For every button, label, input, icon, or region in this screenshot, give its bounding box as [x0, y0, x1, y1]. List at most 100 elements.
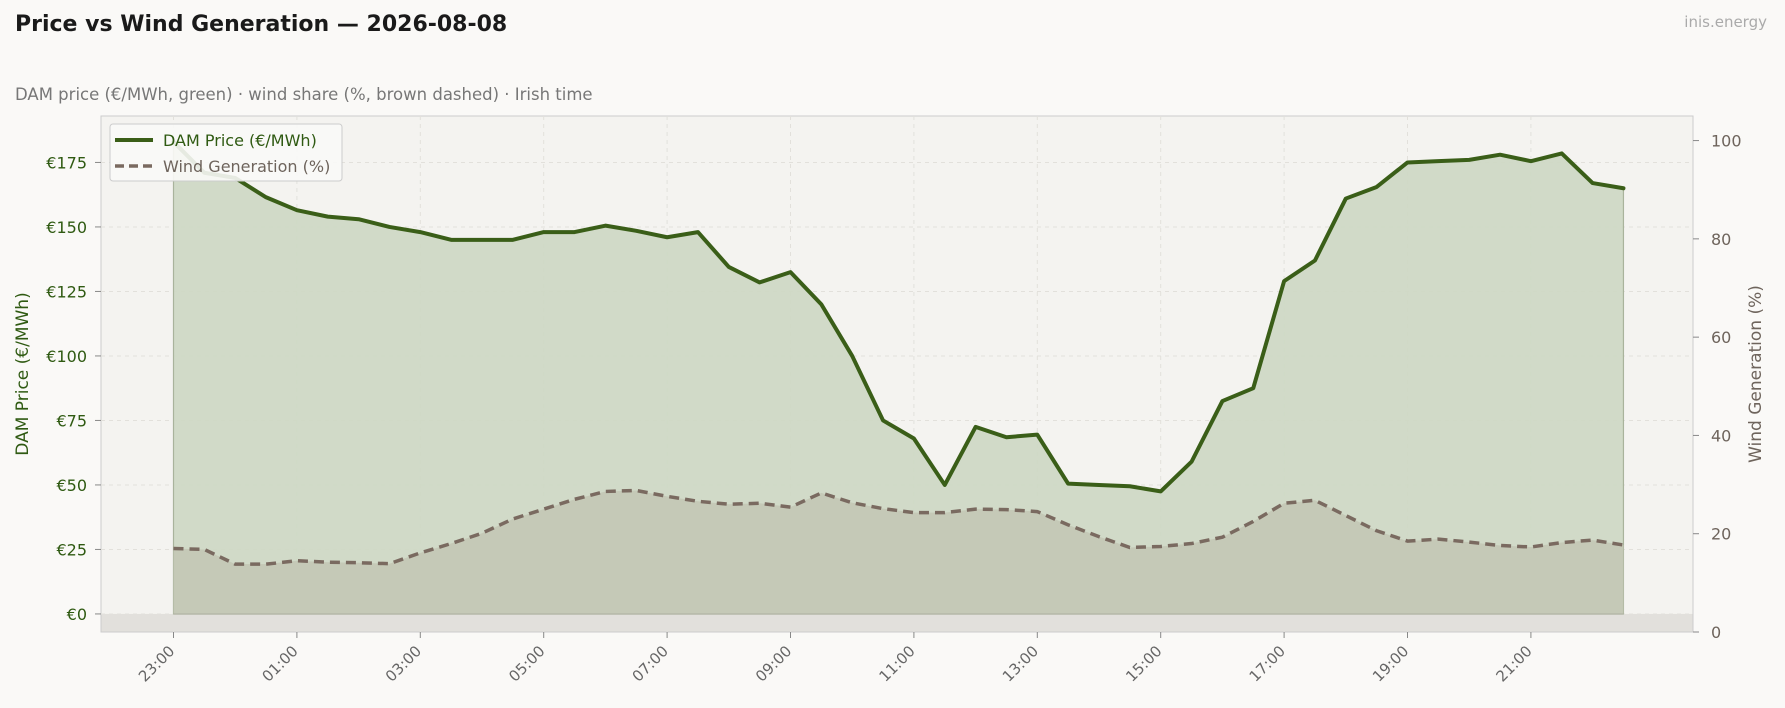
- y-right-tick-label-0: 0: [1711, 623, 1721, 642]
- wind-point-8: [419, 551, 422, 554]
- price-point-28: [1036, 433, 1039, 436]
- y-left-tick-label-2: €50: [56, 476, 87, 495]
- price-point-19: [758, 281, 761, 284]
- wind-point-4: [295, 559, 298, 562]
- price-point-20: [789, 271, 792, 274]
- price-point-38: [1344, 197, 1347, 200]
- wind-point-10: [481, 532, 484, 535]
- price-point-46: [1591, 182, 1594, 185]
- price-line: [171, 139, 1626, 494]
- legend-box: [109, 123, 343, 182]
- wind-line: [173, 488, 1624, 566]
- series-lines: [171, 139, 1626, 566]
- price-point-32: [1159, 490, 1162, 493]
- price-point-27: [1005, 436, 1008, 439]
- below-zero-band: [101, 613, 1693, 632]
- wind-point-21: [820, 491, 823, 494]
- price-point-41: [1437, 160, 1440, 163]
- wind-point-23: [882, 507, 885, 510]
- price-point-12: [542, 231, 545, 234]
- wind-point-16: [666, 495, 669, 498]
- y-right-tick-label-3: 60: [1711, 328, 1731, 347]
- price-point-4: [295, 209, 298, 212]
- y-left-tick-label-6: €150: [46, 218, 87, 237]
- y-left-tick-label-4: €100: [46, 347, 87, 366]
- wind-point-34: [1221, 536, 1224, 539]
- price-point-47: [1622, 187, 1625, 190]
- price-point-15: [635, 229, 638, 232]
- price-point-10: [481, 238, 484, 241]
- price-point-13: [573, 231, 576, 234]
- wind-point-28: [1036, 510, 1039, 513]
- wind-point-30: [1098, 535, 1101, 538]
- price-point-39: [1375, 185, 1378, 188]
- price-point-36: [1283, 280, 1286, 283]
- x-tick-label-8: 15:00: [1122, 642, 1165, 685]
- y-axis-left-label: DAM Price (€/MWh): [13, 292, 33, 455]
- wind-point-44: [1529, 545, 1532, 548]
- price-point-45: [1560, 152, 1563, 155]
- price-point-5: [326, 215, 329, 218]
- x-tick-label-3: 05:00: [505, 642, 548, 685]
- price-point-14: [604, 224, 607, 227]
- wind-point-45: [1560, 541, 1563, 544]
- wind-point-1: [203, 548, 206, 551]
- wind-point-14: [604, 490, 607, 493]
- wind-point-24: [912, 511, 915, 514]
- legend-wind-label: Wind Generation (%): [163, 157, 330, 176]
- x-tick-label-6: 11:00: [875, 642, 918, 685]
- brand-watermark: inis.energy: [1684, 13, 1767, 31]
- wind-point-17: [696, 500, 699, 503]
- legend-price-label: DAM Price (€/MWh): [163, 131, 317, 150]
- wind-point-25: [943, 511, 946, 514]
- y-axis-right-label: Wind Generation (%): [1746, 285, 1766, 463]
- price-point-40: [1406, 161, 1409, 164]
- price-point-26: [974, 425, 977, 428]
- x-tick-label-10: 19:00: [1369, 642, 1412, 685]
- x-tick-label-1: 01:00: [258, 642, 301, 685]
- price-point-35: [1252, 387, 1255, 390]
- price-point-7: [388, 225, 391, 228]
- x-tick-label-11: 21:00: [1492, 642, 1535, 685]
- wind-point-15: [635, 489, 638, 492]
- wind-point-39: [1375, 529, 1378, 532]
- wind-point-19: [758, 502, 761, 505]
- price-point-25: [943, 483, 946, 486]
- price-point-8: [419, 231, 422, 234]
- price-point-44: [1529, 160, 1532, 163]
- price-point-6: [357, 218, 360, 221]
- wind-point-32: [1159, 545, 1162, 548]
- y-left-tick-label-5: €125: [46, 282, 87, 301]
- price-point-16: [666, 236, 669, 239]
- price-point-31: [1128, 485, 1131, 488]
- wind-point-43: [1499, 544, 1502, 547]
- y-left-tick-label-3: €75: [56, 411, 87, 430]
- x-tick-label-7: 13:00: [999, 642, 1042, 685]
- wind-point-38: [1344, 514, 1347, 517]
- wind-point-40: [1406, 540, 1409, 543]
- wind-point-18: [727, 503, 730, 506]
- wind-point-11: [511, 517, 514, 520]
- price-point-23: [882, 419, 885, 422]
- y-right-tick-label-1: 20: [1711, 525, 1731, 544]
- price-point-3: [265, 196, 268, 199]
- price-point-18: [727, 265, 730, 268]
- chart-title: Price vs Wind Generation — 2026-08-08: [15, 12, 508, 37]
- price-point-42: [1468, 158, 1471, 161]
- wind-point-42: [1468, 541, 1471, 544]
- legend: DAM Price (€/MWh) Wind Generation (%): [109, 123, 343, 182]
- y-left-tick-label-7: €175: [46, 153, 87, 172]
- price-point-21: [820, 303, 823, 306]
- wind-point-36: [1283, 502, 1286, 505]
- price-point-29: [1067, 482, 1070, 485]
- x-tick-label-4: 07:00: [629, 642, 672, 685]
- y-right-tick-label-2: 40: [1711, 426, 1731, 445]
- price-point-34: [1221, 400, 1224, 403]
- price-point-43: [1499, 153, 1502, 156]
- wind-point-35: [1252, 520, 1255, 523]
- chart-subtitle: DAM price (€/MWh, green) · wind share (%…: [15, 85, 593, 104]
- wind-point-46: [1591, 539, 1594, 542]
- wind-point-31: [1128, 546, 1131, 549]
- wind-point-3: [265, 563, 268, 566]
- wind-point-6: [357, 561, 360, 564]
